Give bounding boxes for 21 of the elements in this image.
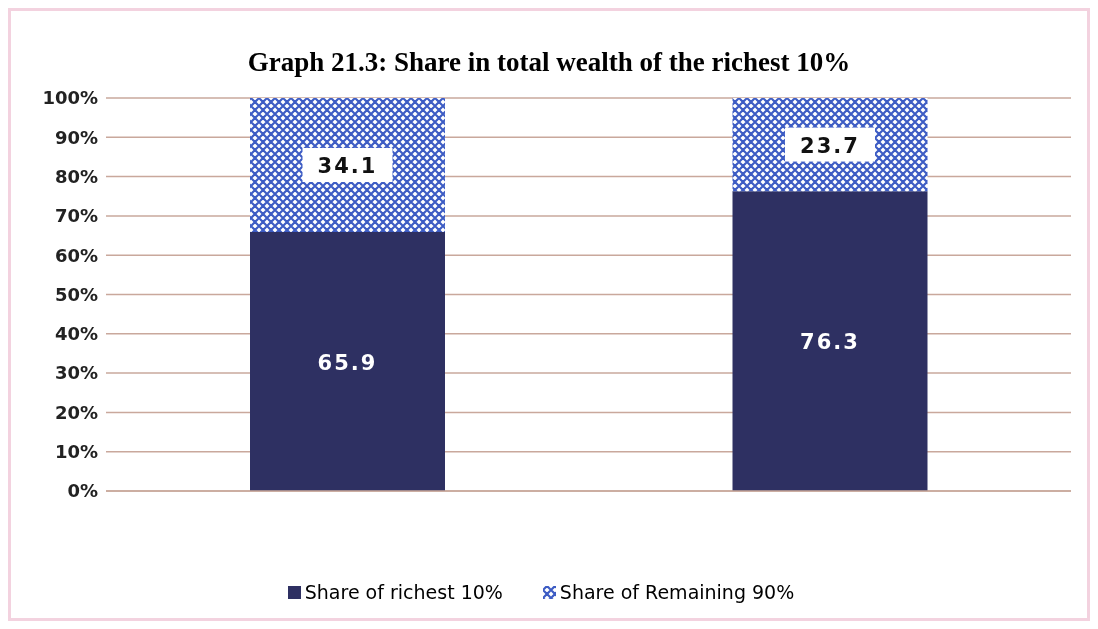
y-tick-label: 80% xyxy=(54,165,98,187)
y-tick-label: 100% xyxy=(42,87,98,109)
y-tick-label: 40% xyxy=(54,323,98,345)
legend-label: Share of Remaining 90% xyxy=(558,581,795,603)
y-tick-label: 0% xyxy=(67,480,98,502)
bar xyxy=(732,191,928,491)
y-tick-label: 60% xyxy=(54,244,98,266)
legend-label: Share of richest 10% xyxy=(303,581,503,603)
bar xyxy=(250,98,445,233)
data-label: 23.7 xyxy=(800,133,860,158)
y-tick-label: 90% xyxy=(54,126,98,148)
chart-title: Graph 21.3: Share in total wealth of the richest 10% xyxy=(246,47,852,78)
y-tick-label: 70% xyxy=(54,205,98,227)
y-tick-label: 50% xyxy=(54,283,98,305)
data-label: 76.3 xyxy=(800,330,860,355)
bar xyxy=(250,232,445,491)
data-label: 65.9 xyxy=(317,350,378,375)
y-tick-label: 20% xyxy=(54,401,98,423)
y-tick-label: 10% xyxy=(54,441,98,463)
y-tick-label: 30% xyxy=(54,362,98,384)
data-label: 34.1 xyxy=(317,154,378,179)
